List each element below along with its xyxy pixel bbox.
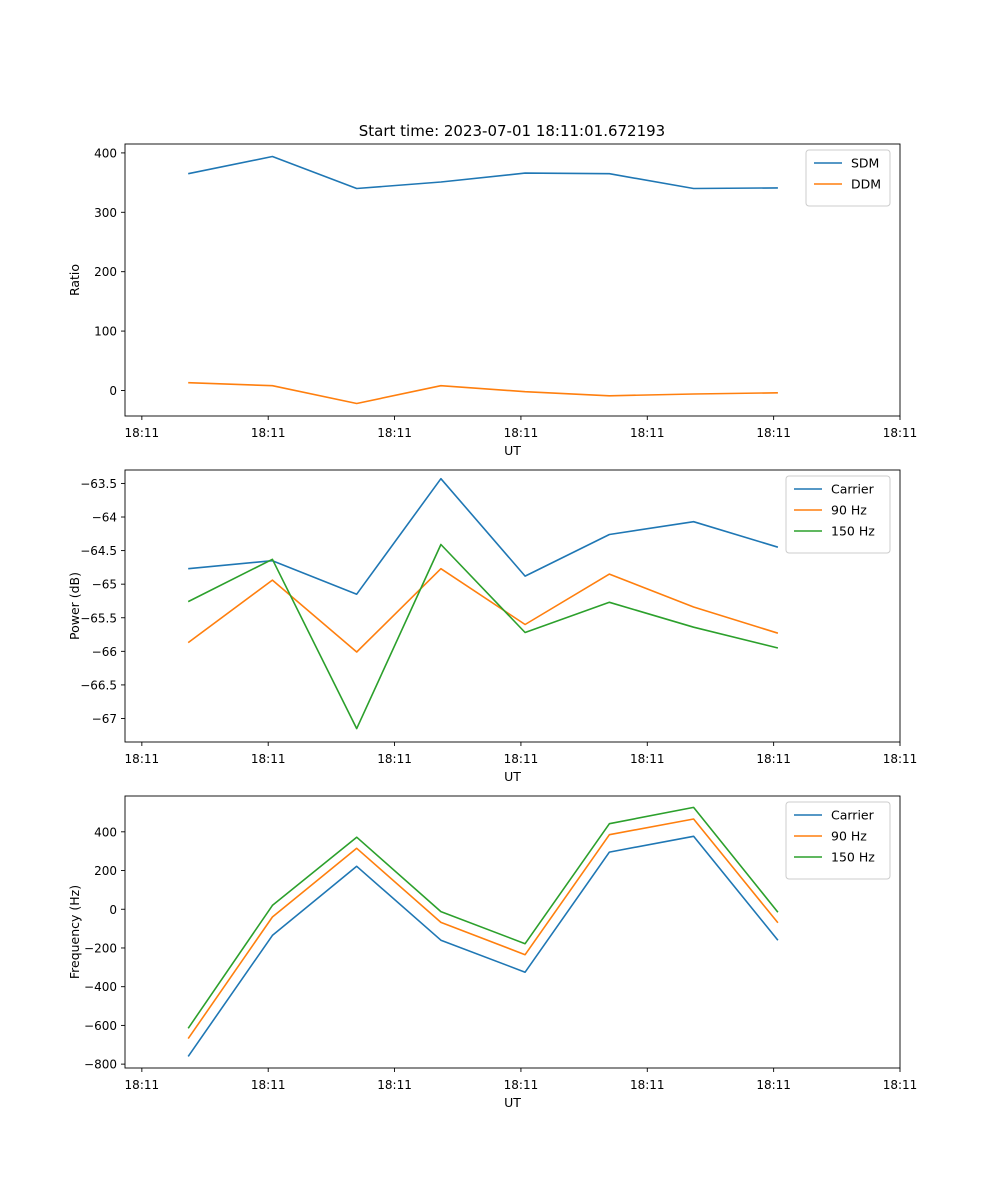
- y-tick-label: −600: [84, 1019, 117, 1033]
- x-tick-label: 18:11: [125, 1078, 160, 1092]
- y-axis-label: Ratio: [67, 264, 82, 296]
- chart-panel-1: 0 100 200 300 400 18:11 18:11 18:11 18:11 18:11 18…: [67, 143, 918, 458]
- legend-label: 150 Hz: [831, 524, 875, 539]
- y-tick-label: −63.5: [80, 477, 117, 491]
- legend-label: Carrier: [831, 482, 875, 497]
- y-tick-label: −66.5: [80, 678, 117, 692]
- x-tick-label: 18:11: [883, 752, 918, 766]
- legend-box: [805, 149, 891, 207]
- y-tick-label: −65.5: [80, 611, 117, 625]
- y-tick-label: −800: [84, 1058, 117, 1072]
- legend: Carrier 90 Hz 150 Hz: [785, 475, 891, 554]
- x-tick-label: 18:11: [377, 426, 412, 440]
- x-tick-label: 18:11: [377, 1078, 412, 1092]
- y-tick-label: −200: [84, 941, 117, 955]
- x-axis-label: UT: [504, 769, 521, 784]
- y-tick-label: 300: [94, 206, 117, 220]
- legend-box: [785, 475, 891, 554]
- y-tick-label: 0: [109, 384, 117, 398]
- x-tick-label: 18:11: [251, 1078, 286, 1092]
- x-tick-label: 18:11: [504, 426, 539, 440]
- x-tick-label: 18:11: [251, 752, 286, 766]
- panels: 0 100 200 300 400 18:11 18:11 18:11 18:11 18:11 18…: [67, 143, 918, 1110]
- series-line-90-hz: [187, 567, 779, 653]
- x-axis-label: UT: [504, 443, 521, 458]
- x-tick-label: 18:11: [883, 426, 918, 440]
- x-tick-label: 18:11: [504, 752, 539, 766]
- chart-panel-2: −63.5 −64 −64.5 −65 −65.5 −66 −66.5 −67 18:11 18:…: [67, 469, 918, 784]
- x-tick-label: 18:11: [630, 1078, 665, 1092]
- series-line-carrier: [187, 835, 779, 1057]
- x-tick-label: 18:11: [125, 426, 160, 440]
- y-tick-label: −65: [92, 578, 117, 592]
- y-tick-label: 400: [94, 146, 117, 160]
- series-line-150-hz: [187, 806, 779, 1029]
- legend-label: 150 Hz: [831, 850, 875, 865]
- x-tick-label: 18:11: [630, 426, 665, 440]
- series-line-90-hz: [187, 818, 779, 1040]
- x-tick-label: 18:11: [756, 426, 791, 440]
- y-tick-label: −67: [92, 712, 117, 726]
- x-tick-label: 18:11: [504, 1078, 539, 1092]
- x-tick-label: 18:11: [630, 752, 665, 766]
- series-line-150-hz: [187, 543, 779, 730]
- legend-box: [785, 801, 891, 880]
- plot-frame: [124, 795, 901, 1069]
- legend-label: SDM: [851, 156, 879, 171]
- y-tick-label: 200: [94, 265, 117, 279]
- chart-panel-3: 400 200 0 −200 −400 −600 −800 18:11 18:11 18:11 18…: [67, 795, 918, 1110]
- y-tick-label: 0: [109, 903, 117, 917]
- y-tick-label: 200: [94, 864, 117, 878]
- legend-label: 90 Hz: [831, 503, 867, 518]
- y-tick-label: 100: [94, 325, 117, 339]
- y-tick-label: −400: [84, 980, 117, 994]
- y-tick-label: −64.5: [80, 544, 117, 558]
- y-tick-label: −66: [92, 645, 117, 659]
- figure-title: Start time: 2023-07-01 18:11:01.672193: [359, 122, 665, 140]
- plot-frame: [124, 143, 901, 417]
- x-tick-label: 18:11: [251, 426, 286, 440]
- series-line-sdm: [188, 155, 778, 190]
- x-tick-label: 18:11: [883, 1078, 918, 1092]
- series-line-carrier: [188, 477, 779, 596]
- x-axis-label: UT: [504, 1095, 521, 1110]
- x-tick-label: 18:11: [377, 752, 412, 766]
- plot-frame: [124, 469, 901, 743]
- legend: SDM DDM: [805, 149, 891, 207]
- x-tick-label: 18:11: [756, 1078, 791, 1092]
- y-tick-label: 400: [94, 825, 117, 839]
- y-tick-label: −64: [92, 511, 117, 525]
- x-tick-label: 18:11: [125, 752, 160, 766]
- y-axis-label: Power (dB): [67, 572, 82, 640]
- x-tick-label: 18:11: [756, 752, 791, 766]
- y-axis-label: Frequency (Hz): [67, 885, 82, 979]
- series-line-ddm: [188, 381, 778, 405]
- legend-label: DDM: [851, 177, 881, 192]
- legend: Carrier 90 Hz 150 Hz: [785, 801, 891, 880]
- legend-label: Carrier: [831, 808, 875, 823]
- legend-label: 90 Hz: [831, 829, 867, 844]
